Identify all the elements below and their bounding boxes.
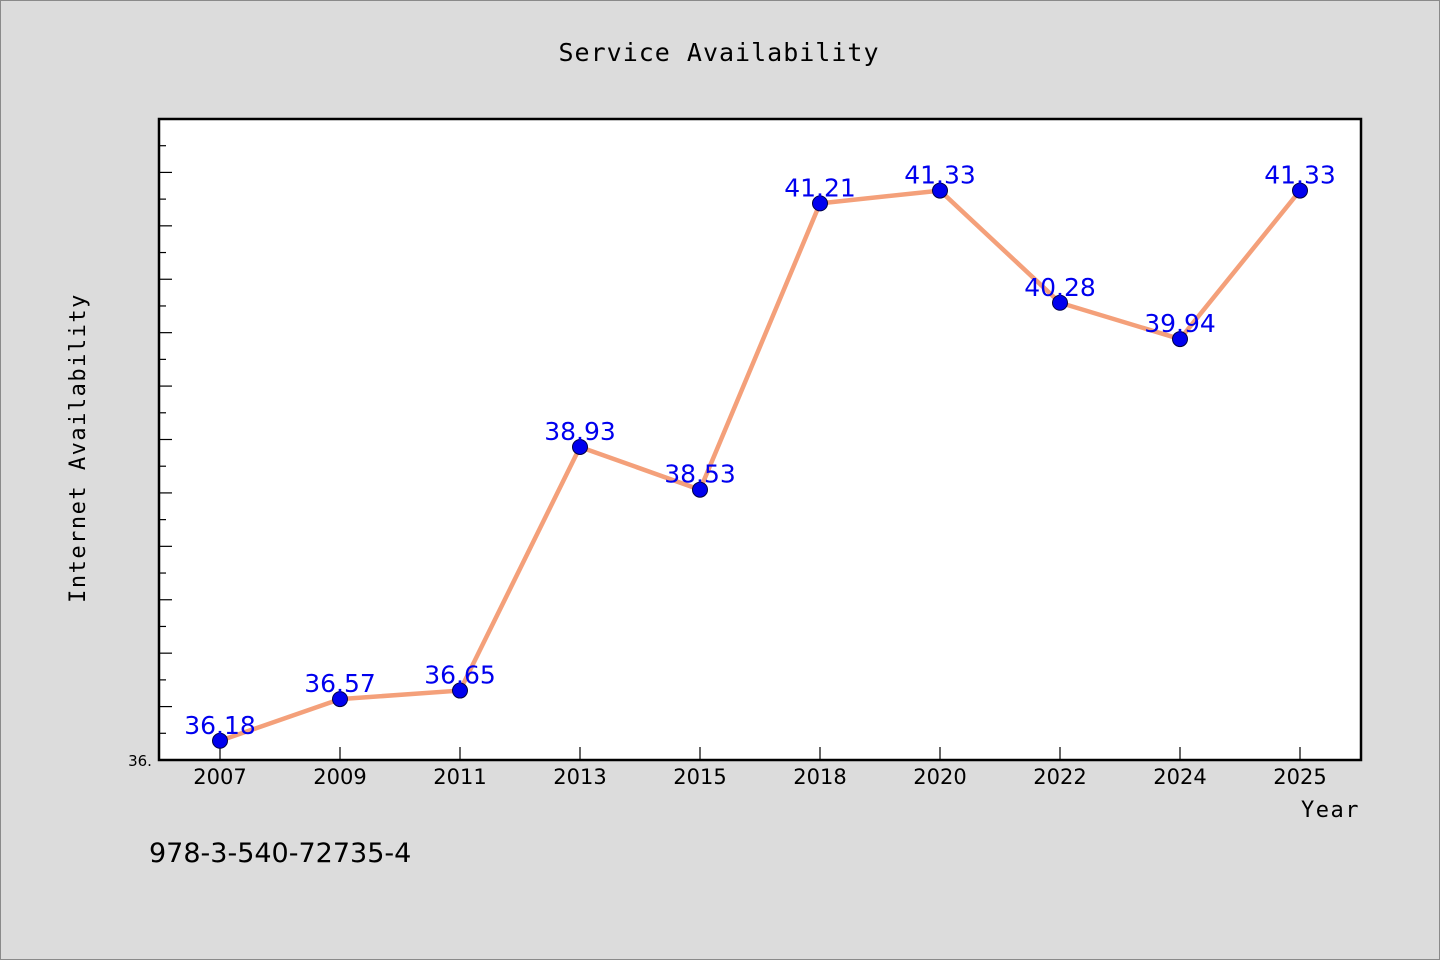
plot-area	[157, 117, 1363, 762]
data-point-marker	[572, 438, 588, 455]
data-label: 41.21	[784, 173, 856, 202]
x-tick-label: 2025	[1273, 765, 1326, 789]
data-point-marker	[1292, 182, 1308, 199]
data-label: 36.65	[424, 661, 496, 690]
x-tick-label: 2011	[433, 765, 486, 789]
x-axis-label: Year	[1301, 798, 1360, 823]
data-label: 38.53	[664, 460, 736, 489]
x-tick-label: 2015	[673, 765, 726, 789]
x-tick-label: 2022	[1033, 765, 1086, 789]
y-axis-label: Internet Availability	[66, 293, 91, 603]
data-point-marker	[212, 732, 228, 749]
x-tick-label: 2009	[313, 765, 366, 789]
x-axis-ticks	[219, 747, 1301, 760]
x-tick-label: 2024	[1153, 765, 1206, 789]
data-point-marker	[812, 195, 828, 212]
chart-title: Service Availability	[558, 38, 879, 67]
x-tick-label: 2018	[793, 765, 846, 789]
data-point-marker	[1052, 294, 1068, 311]
data-label: 36.57	[304, 669, 376, 698]
data-point-marker	[692, 481, 708, 498]
data-label: 39.94	[1144, 309, 1216, 338]
x-tick-label: 2013	[553, 765, 606, 789]
data-point-marker	[452, 682, 468, 699]
y-tick-label: 36.	[128, 752, 152, 770]
x-tick-label: 2007	[193, 765, 246, 789]
y-axis-ticks	[159, 118, 172, 761]
data-point-marker	[932, 182, 948, 199]
data-label: 40.28	[1024, 273, 1096, 302]
series-line	[217, 188, 1303, 744]
data-label: 41.33	[1264, 161, 1336, 190]
data-label: 36.18	[184, 711, 256, 740]
x-axis-tick-labels: 2007 2009 2011 2013 2015 2018 2020 2022 2024 2025	[193, 765, 1326, 789]
isbn-footer-text: 978-3-540-72735-4	[149, 838, 411, 869]
data-label: 41.33	[904, 161, 976, 190]
data-point-marker	[1172, 331, 1188, 348]
series-data-labels: 36.18 36.57 36.65 38.93 38.53 41.21 41.33 40.28…	[184, 161, 1336, 740]
data-point-marker	[332, 691, 348, 708]
data-label: 38.93	[544, 417, 616, 446]
series-markers	[212, 182, 1308, 749]
x-tick-label: 2020	[913, 765, 966, 789]
